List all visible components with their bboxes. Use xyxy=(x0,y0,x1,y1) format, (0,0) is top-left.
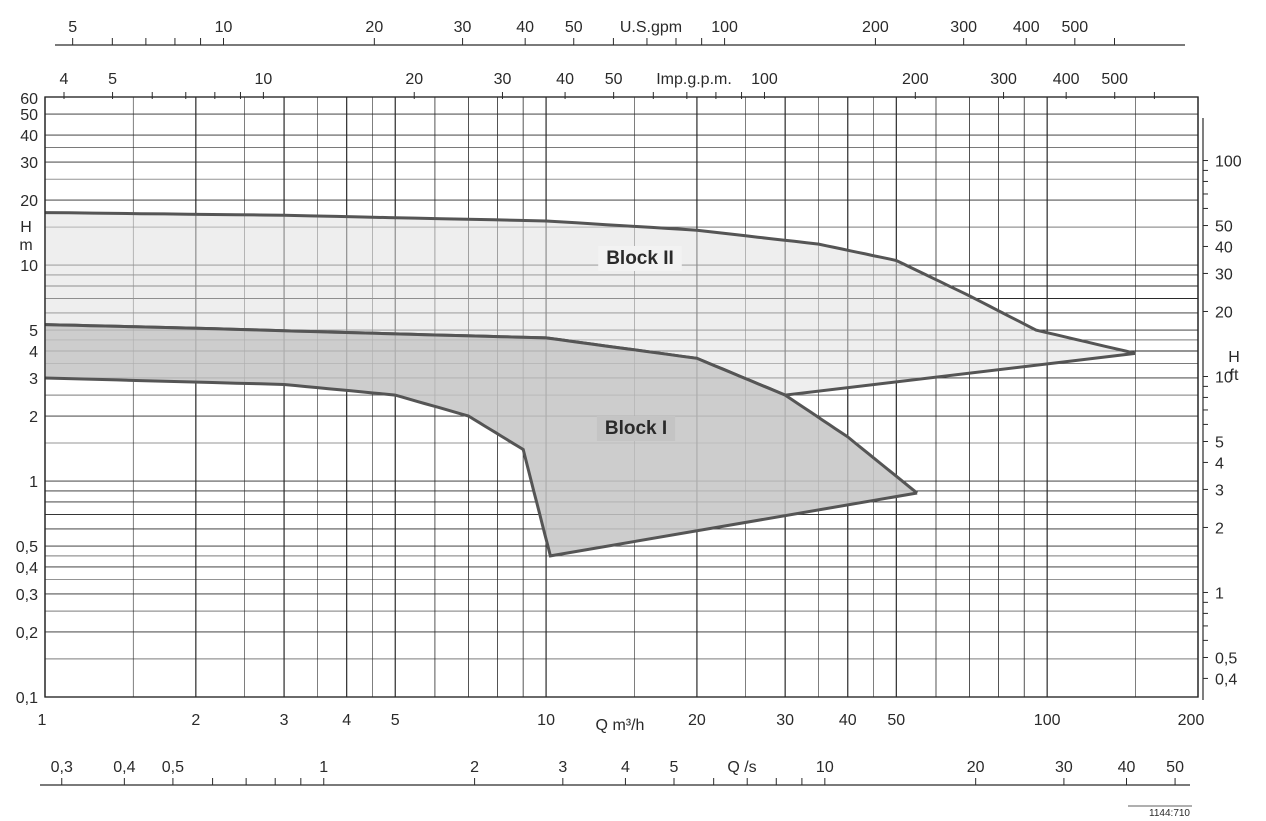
x-tick-label: 40 xyxy=(839,712,857,729)
y-tick-label: 50 xyxy=(20,107,38,124)
impgpm-tick-label: 5 xyxy=(108,71,117,88)
region-upper-curve-block-ii xyxy=(44,211,1136,355)
performance-regions xyxy=(44,211,1136,558)
ft-tick-label: 2 xyxy=(1215,520,1224,537)
usgpm-tick-label: 200 xyxy=(862,19,889,36)
impgpm-tick-label: 30 xyxy=(494,71,512,88)
ls-tick-label: 20 xyxy=(967,759,985,776)
ft-tick-label: 3 xyxy=(1215,482,1224,499)
y-tick-label: 0,4 xyxy=(16,560,38,577)
x-tick-label: 100 xyxy=(1034,712,1061,729)
x-axis-title: Q m³/h xyxy=(596,717,645,734)
ft-tick-label: 1 xyxy=(1215,585,1224,602)
axis-labels: Block II Block I 1 2 3 4 5 10 20 30 40 50 100 200 Q m³… xyxy=(16,19,1242,819)
ft-tick-label: 30 xyxy=(1215,266,1233,283)
axes xyxy=(40,38,1208,807)
usgpm-tick-label: 40 xyxy=(516,19,534,36)
ft-axis-title-unit: ft xyxy=(1230,367,1239,384)
ls-tick-label: 10 xyxy=(816,759,834,776)
figure-code: 1144:710 xyxy=(1149,808,1190,819)
ls-tick-label: 0,5 xyxy=(162,759,184,776)
y-axis-title-symbol: H xyxy=(20,219,32,236)
ls-tick-label: 3 xyxy=(558,759,567,776)
x-tick-label: 1 xyxy=(38,712,47,729)
y-tick-label: 0,1 xyxy=(16,690,38,707)
usgpm-tick-label: 5 xyxy=(68,19,77,36)
ft-tick-label: 50 xyxy=(1215,219,1233,236)
x-tick-label: 50 xyxy=(887,712,905,729)
x-tick-label: 10 xyxy=(537,712,555,729)
y-tick-label: 0,2 xyxy=(16,625,38,642)
impgpm-tick-label: 200 xyxy=(902,71,929,88)
y-tick-label: 0,5 xyxy=(16,539,38,556)
impgpm-axis-title: Imp.g.p.m. xyxy=(656,71,732,88)
x-tick-label: 4 xyxy=(342,712,351,729)
x-tick-label: 2 xyxy=(191,712,200,729)
region-label-background xyxy=(598,246,682,271)
y-tick-label: 0,3 xyxy=(16,587,38,604)
ls-tick-label: 1 xyxy=(319,759,328,776)
usgpm-tick-label: 30 xyxy=(454,19,472,36)
impgpm-tick-label: 50 xyxy=(605,71,623,88)
y-tick-label: 20 xyxy=(20,193,38,210)
plot-frame xyxy=(44,96,1199,698)
y-tick-label: 3 xyxy=(29,371,38,388)
region-label-block-ii: Block II xyxy=(606,248,674,269)
region-label-block-i: Block I xyxy=(605,418,667,439)
region-lower-curve-block-i xyxy=(44,376,918,558)
ls-axis-title: Q /s xyxy=(727,759,756,776)
ft-tick-label: 5 xyxy=(1215,435,1224,452)
usgpm-tick-label: 100 xyxy=(711,19,738,36)
ls-tick-label: 0,4 xyxy=(113,759,135,776)
y-tick-label: 2 xyxy=(29,409,38,426)
y-tick-label: 30 xyxy=(20,155,38,172)
usgpm-tick-label: 50 xyxy=(565,19,583,36)
ft-tick-label: 4 xyxy=(1215,455,1224,472)
region-fill-block-ii xyxy=(45,212,1136,396)
region-label-background xyxy=(596,416,676,441)
impgpm-tick-label: 300 xyxy=(990,71,1017,88)
usgpm-axis-title: U.S.gpm xyxy=(620,19,682,36)
impgpm-tick-label: 4 xyxy=(60,71,69,88)
ls-tick-label: 30 xyxy=(1055,759,1073,776)
y-tick-label: 10 xyxy=(20,258,38,275)
impgpm-tick-label: 20 xyxy=(405,71,423,88)
ft-tick-label: 20 xyxy=(1215,304,1233,321)
ls-tick-label: 50 xyxy=(1166,759,1184,776)
x-tick-label: 20 xyxy=(688,712,706,729)
ls-tick-label: 2 xyxy=(470,759,479,776)
impgpm-tick-label: 10 xyxy=(254,71,272,88)
ls-tick-label: 4 xyxy=(621,759,630,776)
usgpm-tick-label: 400 xyxy=(1013,19,1040,36)
y-tick-label: 40 xyxy=(20,128,38,145)
impgpm-tick-label: 100 xyxy=(751,71,778,88)
ft-tick-label: 0,5 xyxy=(1215,650,1237,667)
x-tick-label: 5 xyxy=(391,712,400,729)
usgpm-tick-label: 10 xyxy=(215,19,233,36)
usgpm-tick-label: 20 xyxy=(365,19,383,36)
y-tick-label: 60 xyxy=(20,91,38,108)
x-tick-label: 3 xyxy=(280,712,289,729)
impgpm-tick-label: 500 xyxy=(1101,71,1128,88)
y-tick-label: 1 xyxy=(29,474,38,491)
ft-tick-label: 10 xyxy=(1215,369,1233,386)
ls-tick-label: 5 xyxy=(670,759,679,776)
y-axis-title-unit: m xyxy=(19,237,32,254)
region-upper-curve-block-i xyxy=(44,323,919,495)
ft-axis-title-symbol: H xyxy=(1228,349,1240,366)
ft-tick-label: 100 xyxy=(1215,154,1242,171)
x-tick-label: 30 xyxy=(776,712,794,729)
x-tick-label: 200 xyxy=(1178,712,1205,729)
ft-tick-label: 40 xyxy=(1215,239,1233,256)
ls-tick-label: 0,3 xyxy=(51,759,73,776)
usgpm-tick-label: 500 xyxy=(1061,19,1088,36)
usgpm-tick-label: 300 xyxy=(950,19,977,36)
ft-tick-label: 0,4 xyxy=(1215,671,1237,688)
y-tick-label: 4 xyxy=(29,344,38,361)
y-tick-label: 5 xyxy=(29,323,38,340)
impgpm-tick-label: 400 xyxy=(1053,71,1080,88)
ls-tick-label: 40 xyxy=(1118,759,1136,776)
impgpm-tick-label: 40 xyxy=(556,71,574,88)
